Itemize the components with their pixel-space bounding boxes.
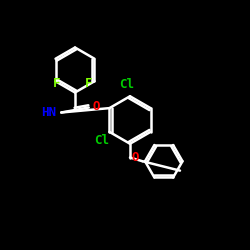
- Text: Cl: Cl: [94, 134, 110, 147]
- Text: F: F: [53, 77, 60, 90]
- Text: O: O: [92, 100, 100, 113]
- Text: F: F: [84, 77, 92, 90]
- Text: Cl: Cl: [119, 78, 134, 91]
- Text: HN: HN: [41, 106, 56, 119]
- Text: O: O: [132, 151, 139, 164]
